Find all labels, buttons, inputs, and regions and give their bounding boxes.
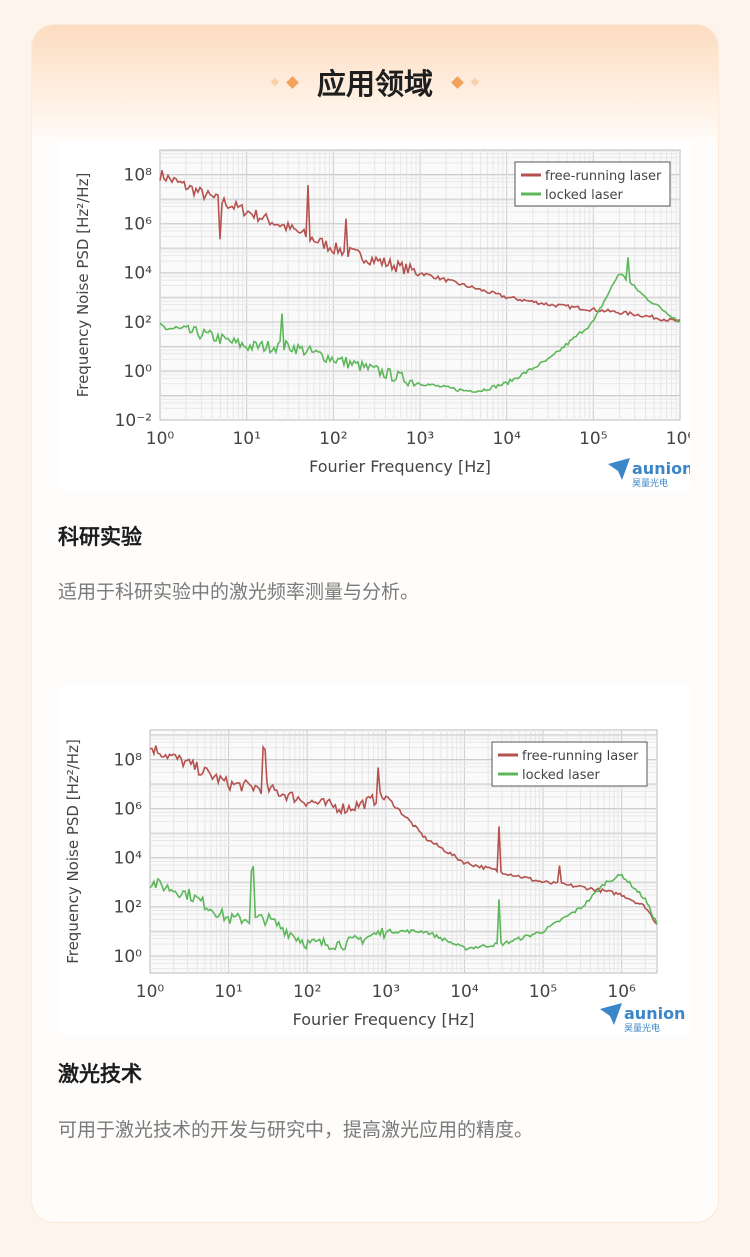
- logo-brand: aunion: [624, 1004, 685, 1023]
- item-title: 激光技术: [58, 1062, 142, 1086]
- x-tick-label: 10³: [372, 982, 400, 1002]
- logo-brand-cn: 昊量光电: [632, 477, 668, 489]
- legend-box: [491, 741, 648, 787]
- x-tick-label: 10⁴: [492, 429, 521, 449]
- section-title: 应用领域: [316, 67, 433, 101]
- series-line-locked: [159, 257, 681, 393]
- item-description: 适用于科研实验中的激光频率测量与分析。: [58, 581, 420, 603]
- x-axis-label: Fourier Frequency [Hz]: [293, 1010, 475, 1029]
- y-tick-label: 10⁴: [124, 264, 153, 284]
- legend-label: free-running laser: [545, 169, 662, 184]
- legend: free-running laser locked laser: [514, 161, 671, 207]
- y-axis-label: Frequency Noise PSD [Hz²/Hz]: [74, 173, 92, 398]
- diamond-icon: [270, 77, 280, 87]
- section-header: 应用领域: [32, 61, 718, 103]
- x-tick-label: 10⁶: [666, 429, 690, 449]
- y-tick-label: 10⁶: [124, 215, 153, 235]
- y-tick-label: 10⁸: [114, 750, 143, 770]
- x-tick-label: 10³: [406, 429, 434, 449]
- legend: free-running laser locked laser: [491, 741, 648, 787]
- y-tick-label: 10⁻²: [115, 411, 152, 431]
- x-tick-label: 10²: [293, 982, 321, 1002]
- y-tick-label: 10⁰: [124, 362, 153, 382]
- item-title: 科研实验: [58, 525, 142, 549]
- logo-brand: aunion: [632, 459, 690, 478]
- series-line-locked: [149, 866, 658, 951]
- series-line-free-running: [149, 744, 658, 925]
- x-tick-label: 10¹: [232, 429, 260, 449]
- legend-label: locked laser: [522, 768, 601, 783]
- logo-brand-cn: 昊量光电: [624, 1022, 660, 1034]
- logo-arrow-icon: [608, 458, 630, 480]
- y-tick-label: 10⁴: [114, 849, 143, 869]
- y-tick-label: 10²: [114, 898, 142, 918]
- y-tick-label: 10²: [124, 313, 152, 333]
- card-header-bg: [32, 25, 718, 145]
- item-description: 可用于激光技术的开发与研究中，提高激光应用的精度。: [58, 1119, 534, 1141]
- x-tick-label: 10⁰: [146, 429, 175, 449]
- x-tick-label: 10⁵: [529, 982, 557, 1002]
- x-tick-label: 10⁴: [450, 982, 479, 1002]
- x-tick-label: 10¹: [214, 982, 242, 1002]
- x-tick-label: 10⁰: [136, 982, 165, 1002]
- chart-laser-tech: 10⁰ 10¹ 10² 10³ 10⁴ 10⁵ 10⁶ 10⁰ 10² 10⁴ 10⁶ 10⁸ Four…: [60, 685, 690, 1035]
- x-axis-label: Fourier Frequency [Hz]: [309, 457, 491, 476]
- diamond-icon: [286, 75, 299, 89]
- series-line-free-running: [159, 170, 681, 323]
- psd-chart-2: 10⁰ 10¹ 10² 10³ 10⁴ 10⁵ 10⁶ 10⁰ 10² 10⁴ 10⁶ 10⁸ Four…: [64, 729, 685, 1034]
- legend-label: locked laser: [545, 188, 624, 203]
- legend-label: free-running laser: [522, 749, 639, 764]
- diamond-icon: [451, 75, 464, 89]
- legend-box: [514, 161, 671, 207]
- logo-arrow-icon: [600, 1003, 622, 1025]
- application-card: 应用领域 10⁰10¹10²10³10⁴10⁵10⁶10⁻²10⁰10²10⁴1…: [32, 25, 718, 1222]
- y-tick-label: 10⁸: [124, 166, 153, 186]
- x-tick-label: 10²: [319, 429, 347, 449]
- y-tick-label: 10⁶: [114, 800, 143, 820]
- y-tick-label: 10⁰: [114, 947, 143, 967]
- x-tick-label: 10⁵: [579, 429, 607, 449]
- y-axis-label: Frequency Noise PSD [Hz²/Hz]: [64, 739, 82, 964]
- diamond-icon: [470, 77, 480, 87]
- chart-research: 10⁰10¹10²10³10⁴10⁵10⁶10⁻²10⁰10²10⁴10⁶10⁸…: [60, 140, 694, 490]
- psd-chart-1: 10⁰10¹10²10³10⁴10⁵10⁶10⁻²10⁰10²10⁴10⁶10⁸…: [74, 149, 694, 489]
- x-tick-label: 10⁶: [607, 982, 636, 1002]
